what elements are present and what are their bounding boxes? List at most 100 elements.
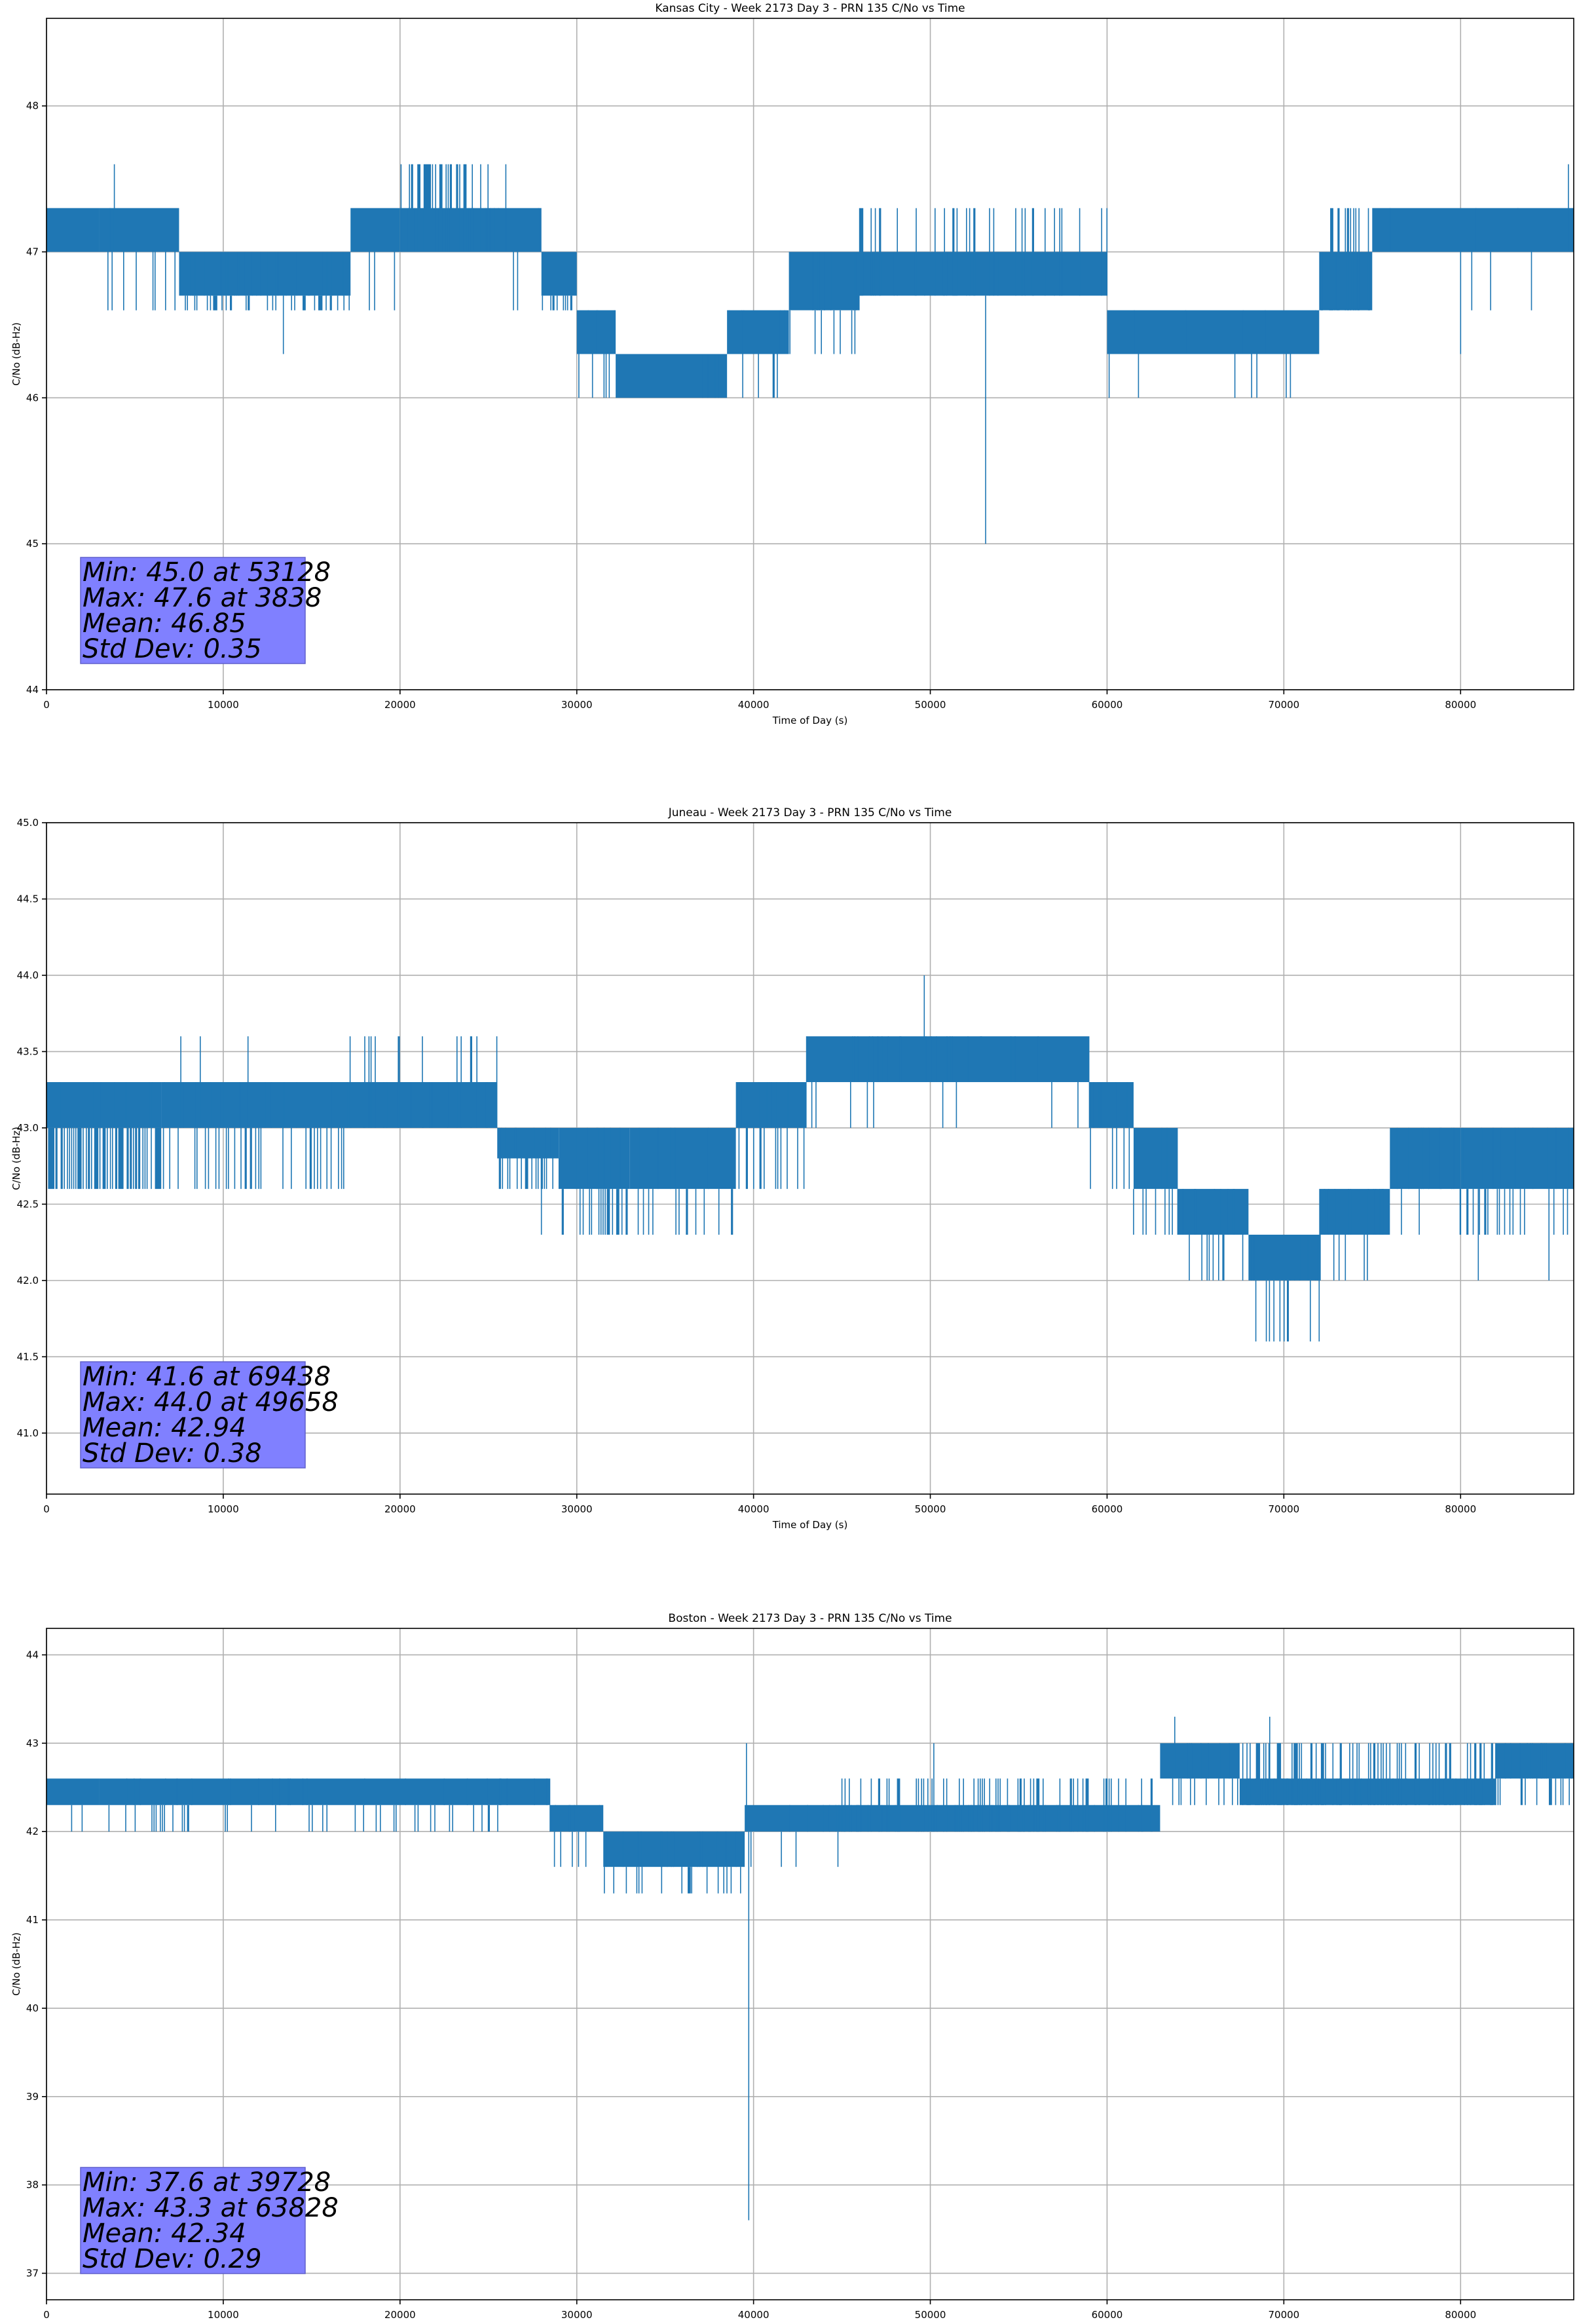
cno-band xyxy=(616,354,728,398)
y-tick-label: 42.0 xyxy=(17,1275,39,1286)
chart-panel-1: 0 10000 20000 30000 40000 50000 60000 70000 8000… xyxy=(10,2,1574,726)
x-tick-label: 20000 xyxy=(384,2309,416,2321)
y-tick-label: 39 xyxy=(26,2091,39,2103)
x-tick-label: 40000 xyxy=(738,1503,770,1515)
y-tick-label: 44.0 xyxy=(17,969,39,981)
cno-band xyxy=(46,1778,100,1805)
x-tick-label: 60000 xyxy=(1092,699,1123,711)
cno-series-trace xyxy=(46,164,1574,544)
x-tick-label: 70000 xyxy=(1268,1503,1299,1515)
y-tick-label: 40 xyxy=(26,2002,39,2014)
stats-line: Mean: 42.34 xyxy=(83,2219,246,2249)
stats-line: Min: 41.6 at 69438 xyxy=(83,1362,331,1392)
y-tick-label: 41.5 xyxy=(17,1351,39,1362)
cno-band xyxy=(1239,1778,1390,1805)
y-tick-label: 43 xyxy=(26,1737,39,1749)
cno-series-trace xyxy=(46,1716,1574,2221)
x-tick-label: 30000 xyxy=(561,699,593,711)
y-tick-label: 42 xyxy=(26,1826,39,1837)
cno-band xyxy=(99,1778,551,1805)
x-tick-label: 30000 xyxy=(561,1503,593,1515)
stats-line: Min: 37.6 at 39728 xyxy=(83,2167,331,2198)
cno-band xyxy=(161,1082,347,1128)
axes-frame xyxy=(46,1628,1574,2300)
cno-band xyxy=(1390,1127,1461,1190)
stats-line: Min: 45.0 at 53128 xyxy=(83,557,331,588)
axes-frame xyxy=(46,822,1574,1495)
stats-line: Mean: 46.85 xyxy=(83,609,246,639)
y-tick-label: 37 xyxy=(26,2268,39,2279)
chart-panel-3: 0 10000 20000 30000 40000 50000 60000 70000 8000… xyxy=(10,1612,1574,2321)
x-tick-label: 20000 xyxy=(384,1503,416,1515)
cno-series-line xyxy=(107,164,1569,544)
x-tick-label: 40000 xyxy=(738,699,770,711)
y-tick-label: 44 xyxy=(26,684,39,696)
cno-band xyxy=(350,208,400,252)
cno-series-line xyxy=(48,975,1574,1341)
cno-band xyxy=(46,208,100,252)
cno-band xyxy=(1390,1778,1496,1805)
y-tick-label: 48 xyxy=(26,100,39,112)
stats-box xyxy=(80,1361,306,1469)
cno-band xyxy=(1160,1743,1240,1779)
cno-band xyxy=(497,1127,559,1159)
cno-band xyxy=(99,208,179,252)
x-axis-label: Time of Day (s) xyxy=(772,1519,848,1531)
cno-band xyxy=(1319,1189,1390,1235)
cno-band xyxy=(629,1127,736,1190)
x-tick-label: 0 xyxy=(43,699,50,711)
stats-line: Max: 47.6 at 3838 xyxy=(83,583,322,613)
y-tick-label: 46 xyxy=(26,392,39,403)
x-tick-label: 50000 xyxy=(915,1503,946,1515)
cno-band xyxy=(859,252,1107,296)
stats-line: Std Dev: 0.38 xyxy=(83,1438,262,1469)
cno-band xyxy=(1133,1127,1178,1190)
cno-band xyxy=(559,1127,630,1190)
y-tick-label: 44.5 xyxy=(17,893,39,905)
chart-title: Kansas City - Week 2173 Day 3 - PRN 135 … xyxy=(655,2,965,15)
y-tick-label: 38 xyxy=(26,2179,39,2191)
cno-band xyxy=(1248,1234,1320,1281)
x-tick-label: 50000 xyxy=(915,2309,946,2321)
cno-band xyxy=(1372,208,1574,252)
cno-band xyxy=(550,1805,604,1832)
stats-line: Max: 43.3 at 63828 xyxy=(83,2193,339,2223)
chart-title: Boston - Week 2173 Day 3 - PRN 135 C/No … xyxy=(668,1612,952,1625)
x-axis-label: Time of Day (s) xyxy=(772,715,848,726)
x-tick-label: 10000 xyxy=(208,2309,239,2321)
x-tick-label: 0 xyxy=(43,1503,50,1515)
x-tick-label: 30000 xyxy=(561,2309,593,2321)
y-tick-label: 45.0 xyxy=(17,817,39,829)
y-axis-label: C/No (dB-Hz) xyxy=(10,1127,22,1190)
x-tick-label: 0 xyxy=(43,2309,50,2321)
cno-band xyxy=(1178,1189,1249,1235)
cno-band xyxy=(806,1036,1090,1083)
stats-line: Std Dev: 0.35 xyxy=(83,634,262,664)
x-tick-label: 10000 xyxy=(208,1503,239,1515)
axes-frame xyxy=(46,18,1574,690)
x-tick-label: 10000 xyxy=(208,699,239,711)
cno-series-line xyxy=(71,1716,1572,2221)
y-axis-label: C/No (dB-Hz) xyxy=(10,322,22,386)
x-tick-label: 80000 xyxy=(1445,2309,1476,2321)
y-tick-label: 41.0 xyxy=(17,1427,39,1439)
x-tick-label: 50000 xyxy=(915,699,946,711)
x-tick-label: 70000 xyxy=(1268,2309,1299,2321)
chart-title: Juneau - Week 2173 Day 3 - PRN 135 C/No … xyxy=(668,806,952,819)
chart-panel-2: 0 10000 20000 30000 40000 50000 60000 70000 8000… xyxy=(10,806,1574,1531)
cno-band xyxy=(727,310,789,354)
cno-band xyxy=(1460,1127,1574,1190)
y-tick-label: 42.5 xyxy=(17,1198,39,1210)
x-tick-label: 20000 xyxy=(384,699,416,711)
cno-band xyxy=(745,1805,842,1832)
cno-band xyxy=(541,252,577,296)
x-tick-label: 80000 xyxy=(1445,1503,1476,1515)
cno-band xyxy=(1496,1743,1574,1779)
x-tick-label: 60000 xyxy=(1092,2309,1123,2321)
y-axis-label: C/No (dB-Hz) xyxy=(10,1932,22,1996)
y-tick-label: 43.0 xyxy=(17,1122,39,1134)
cno-band xyxy=(506,208,542,252)
x-tick-label: 80000 xyxy=(1445,699,1476,711)
x-tick-label: 60000 xyxy=(1092,1503,1123,1515)
